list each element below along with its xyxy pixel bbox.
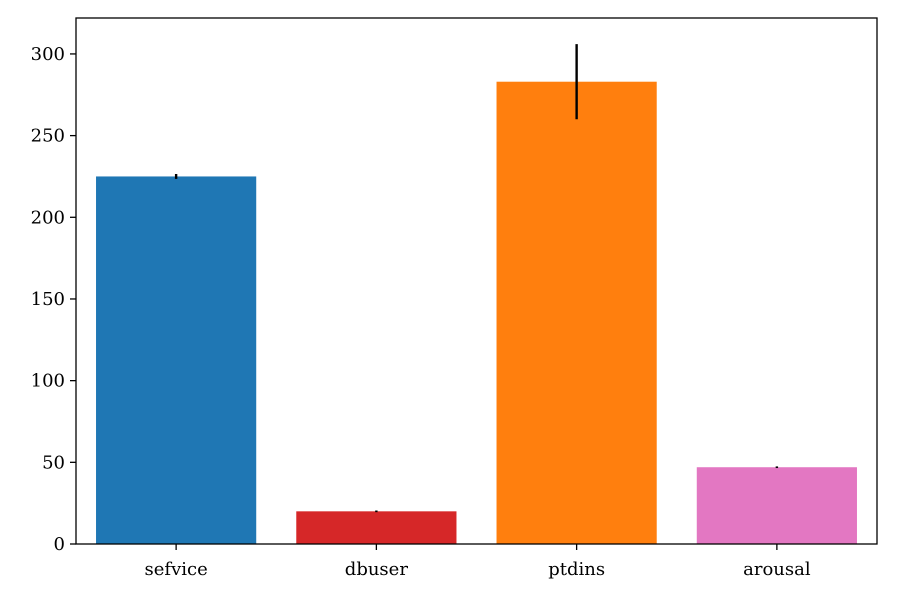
plot-frame [75, 17, 878, 545]
x-tick-label: arousal [743, 559, 811, 580]
x-tick-label: ptdins [548, 559, 605, 580]
y-tick-label: 100 [31, 371, 65, 392]
y-tick-label: 50 [42, 452, 65, 473]
y-tick-label: 200 [31, 207, 65, 228]
y-tick-label: 0 [54, 534, 65, 555]
bar-sefvice [96, 176, 257, 544]
x-axis: sefvice dbuser ptdins arousal [145, 544, 811, 580]
x-tick-label: dbuser [345, 559, 409, 580]
y-tick-label: 300 [31, 44, 65, 65]
bars-layer [96, 81, 857, 545]
error-bars-layer [174, 44, 779, 513]
bar-dbuser [296, 511, 457, 544]
x-tick-label: sefvice [145, 559, 208, 580]
y-tick-label: 150 [31, 289, 65, 310]
y-axis: 0 50 100 150 200 250 300 [31, 44, 76, 555]
bar-arousal [696, 467, 857, 544]
y-tick-label: 250 [31, 126, 65, 147]
bar-ptdins [496, 81, 657, 545]
